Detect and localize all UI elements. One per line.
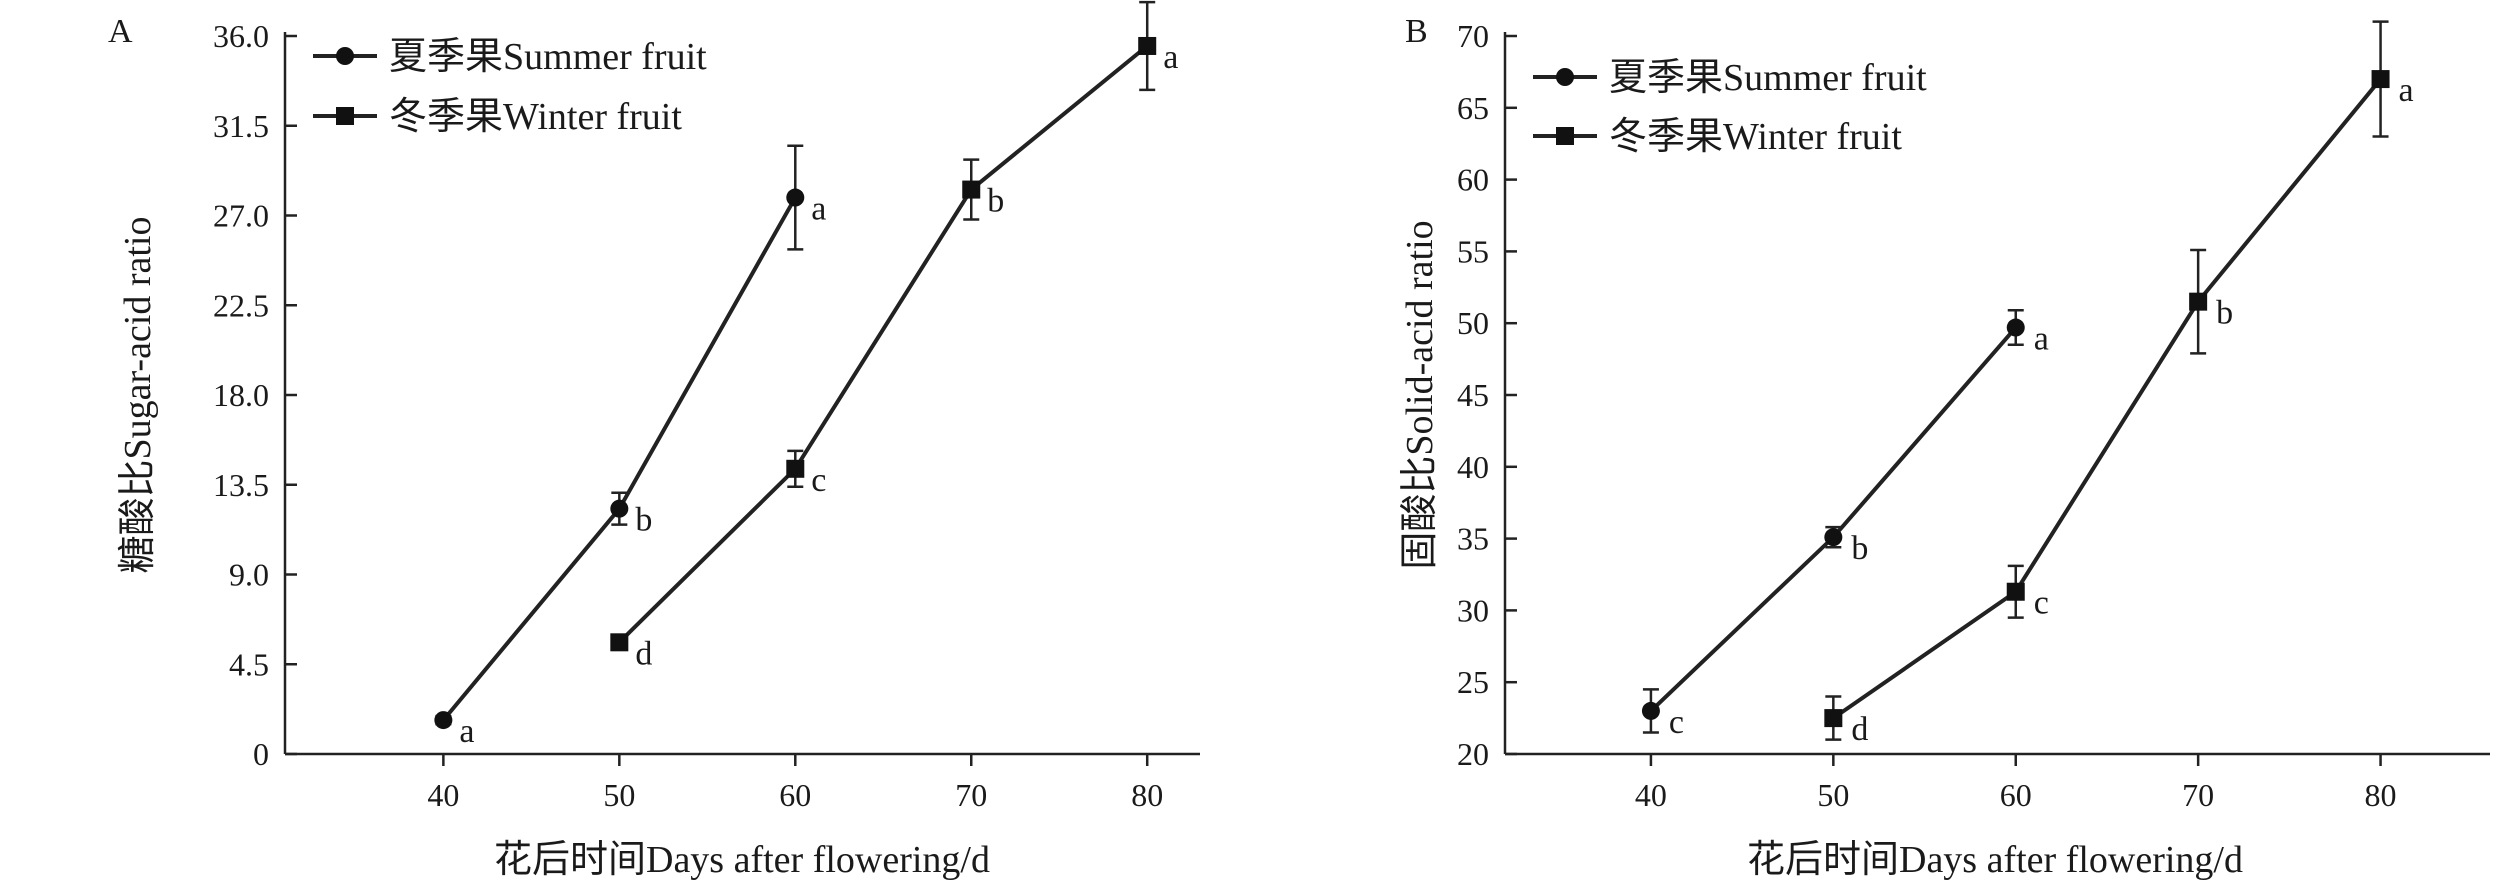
data-point-square <box>1138 36 1157 55</box>
x-tick-label: 60 <box>779 777 811 813</box>
y-tick-label: 31.5 <box>213 108 269 144</box>
x-tick-label: 40 <box>1635 777 1667 813</box>
y-tick-label: 0 <box>253 736 269 772</box>
data-point-circle <box>1641 701 1660 720</box>
x-tick-label: 60 <box>2000 777 2032 813</box>
x-tick-label: 70 <box>955 777 987 813</box>
data-point-circle <box>1824 528 1843 547</box>
legend-marker-square <box>1556 127 1574 145</box>
significance-label: b <box>987 183 1004 220</box>
panel-a: A 0 4.5 9.0 13.5 18.0 22.5 27.0 31.5 36.0 40 50 60 7… <box>108 0 1200 881</box>
x-tick-label: 40 <box>427 777 459 813</box>
data-point-square <box>2371 70 2390 89</box>
significance-label: b <box>635 502 652 539</box>
y-tick-label: 55 <box>1457 233 1489 269</box>
y-tick-label: 60 <box>1457 162 1489 198</box>
x-tick-label: 50 <box>1817 777 1849 813</box>
data-point-square <box>786 459 805 478</box>
y-axis-label: 糖酸比Sugar-acid ratio <box>117 217 159 574</box>
legend-label: 冬季果Winter fruit <box>389 96 682 138</box>
data-point-square <box>2006 582 2025 601</box>
significance-label: c <box>811 462 826 499</box>
x-axis-label: 花后时间Days after flowering/d <box>1747 839 2243 881</box>
x-tick-label: 50 <box>603 777 635 813</box>
x-tick-label: 70 <box>2182 777 2214 813</box>
series-line <box>617 44 1149 644</box>
y-tick-label: 50 <box>1457 305 1489 341</box>
y-tick-label: 45 <box>1457 377 1489 413</box>
y-tick-label: 9.0 <box>229 557 269 593</box>
significance-label: b <box>2216 295 2233 332</box>
y-tick-label: 30 <box>1457 592 1489 628</box>
y-tick-label: 27.0 <box>213 198 269 234</box>
x-tick-label: 80 <box>1131 777 1163 813</box>
y-tick-label: 22.5 <box>213 287 269 323</box>
data-point-circle <box>434 711 453 730</box>
y-tick-label: 65 <box>1457 90 1489 126</box>
data-point-square <box>962 180 981 199</box>
panel-a-letter: A <box>108 13 133 50</box>
y-tick-label: 40 <box>1457 449 1489 485</box>
legend-label: 夏季果Summer fruit <box>1609 57 1927 99</box>
legend-marker-square <box>336 107 354 125</box>
significance-label: a <box>459 713 474 750</box>
y-axis-label: 固酸比Solid-acid ratio <box>1399 220 1441 569</box>
data-point-circle <box>610 499 629 518</box>
significance-label: a <box>2399 72 2414 109</box>
y-tick-label: 4.5 <box>229 646 269 682</box>
y-tick-label: 25 <box>1457 664 1489 700</box>
legend-marker-circle <box>336 47 354 65</box>
x-axis-label: 花后时间Days after flowering/d <box>494 839 990 881</box>
data-point-square <box>2189 292 2208 311</box>
significance-label: d <box>1851 711 1868 748</box>
significance-label: b <box>1851 530 1868 567</box>
significance-label: c <box>1669 704 1684 741</box>
y-tick-label: 20 <box>1457 736 1489 772</box>
data-point-circle <box>2006 318 2025 337</box>
y-tick-label: 13.5 <box>213 467 269 503</box>
panel-b: B 20 25 30 35 40 45 50 55 60 65 70 40 50 60 70 80 花后时间Da… <box>1399 13 2490 881</box>
series-line <box>1832 77 2383 720</box>
panel-b-letter: B <box>1405 13 1428 50</box>
x-tick-label: 80 <box>2365 777 2397 813</box>
legend-marker-circle <box>1556 68 1574 86</box>
data-point-circle <box>786 188 805 207</box>
data-point-square <box>1824 709 1843 728</box>
significance-label: a <box>811 191 826 228</box>
significance-label: a <box>2034 321 2049 358</box>
significance-label: a <box>1163 39 1178 76</box>
series-line <box>1649 326 2018 713</box>
y-tick-label: 35 <box>1457 521 1489 557</box>
y-tick-label: 70 <box>1457 18 1489 54</box>
legend-label: 冬季果Winter fruit <box>1609 116 1902 158</box>
data-point-square <box>610 633 629 652</box>
y-tick-label: 36.0 <box>213 18 269 54</box>
legend-label: 夏季果Summer fruit <box>389 36 707 78</box>
y-tick-label: 18.0 <box>213 377 269 413</box>
significance-label: d <box>635 635 652 672</box>
significance-label: c <box>2034 585 2049 622</box>
